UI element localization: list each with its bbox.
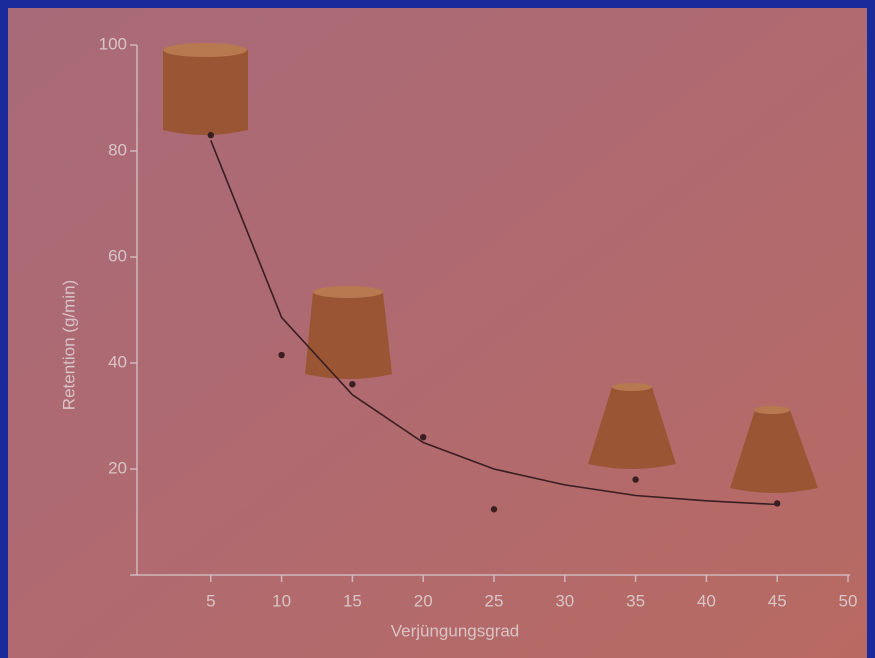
x-tick-label: 20 (414, 591, 433, 610)
y-tick-label: 40 (108, 352, 127, 371)
x-tick-label: 15 (343, 591, 362, 610)
cone-top (612, 383, 652, 391)
y-tick-label: 20 (108, 458, 127, 477)
y-tick-label: 100 (99, 34, 127, 53)
x-tick-label: 30 (555, 591, 574, 610)
frustum-top (313, 286, 383, 298)
cylinder-top (163, 43, 247, 57)
y-tick-label: 60 (108, 246, 127, 265)
y-tick-label: 80 (108, 140, 127, 159)
x-tick-label: 5 (206, 591, 215, 610)
x-tick-label: 10 (272, 591, 291, 610)
cylinder-icon (163, 50, 248, 135)
frustum-icon (305, 292, 392, 379)
x-tick-label: 45 (768, 591, 787, 610)
x-tick-label: 50 (839, 591, 858, 610)
data-point (491, 506, 497, 512)
x-tick-label: 35 (626, 591, 645, 610)
data-point (632, 476, 638, 482)
data-point (208, 132, 214, 138)
data-point (774, 500, 780, 506)
y-axis-title: Retention (g/min) (59, 280, 78, 410)
data-point (349, 381, 355, 387)
cone-top (754, 406, 790, 414)
x-axis-title: Verjüngungsgrad (391, 621, 520, 640)
chart: Retention (g/min) Verjüngungsgrad 20 40 60… (0, 0, 875, 658)
data-point (420, 434, 426, 440)
x-tick-label: 40 (697, 591, 716, 610)
data-point (278, 352, 284, 358)
x-tick-label: 25 (485, 591, 504, 610)
